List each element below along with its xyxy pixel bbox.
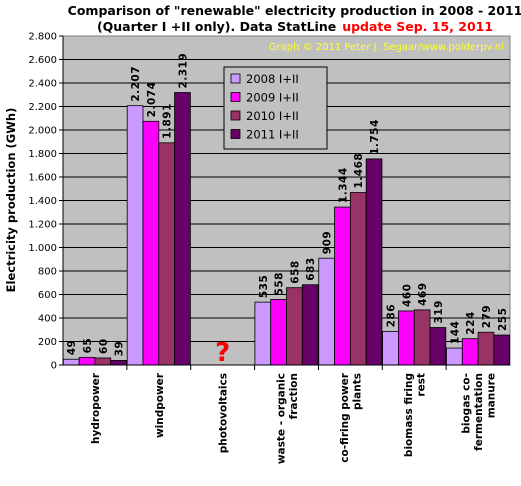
bar — [158, 142, 175, 366]
data-label: 460 — [401, 284, 413, 307]
bar — [349, 192, 367, 366]
axes: 0 200 400 600 800 1.000 1.200 1.400 1.600 1.800 2.… — [28, 32, 510, 372]
category-label: rest — [415, 373, 427, 397]
bar — [413, 309, 431, 366]
data-label: 49 — [66, 340, 78, 356]
data-label: 65 — [82, 338, 94, 354]
bar — [382, 330, 399, 366]
data-label: 255 — [497, 308, 509, 331]
category-label: fraction — [288, 373, 300, 419]
legend-swatch — [230, 73, 241, 84]
legend-label: 2008 I+II — [246, 72, 299, 86]
category-label: manure — [486, 373, 498, 418]
legend-label: 2009 I+II — [246, 91, 299, 105]
legend-box — [223, 66, 328, 150]
category-label: biogas co- — [461, 373, 473, 434]
bar — [270, 299, 287, 366]
data-label: 909 — [322, 231, 334, 254]
y-tick-label: 2.800 — [28, 32, 57, 43]
data-label: 319 — [433, 300, 445, 323]
y-tick-label: 2.200 — [28, 102, 57, 113]
bar — [398, 310, 415, 366]
y-tick-label: 1.200 — [28, 220, 57, 231]
bar — [174, 92, 191, 366]
y-tick-label: 1.000 — [28, 243, 57, 254]
y-tick-label: 1.400 — [28, 196, 57, 207]
y-tick-label: 1.600 — [28, 173, 57, 184]
y-tick-label: 400 — [38, 314, 57, 325]
y-tick-label: 2.600 — [28, 55, 57, 66]
y-tick-label: 1.800 — [28, 149, 57, 160]
data-label: 469 — [417, 282, 429, 305]
bar — [110, 360, 127, 366]
y-axis-label: Electricity production (GWh) — [4, 108, 18, 293]
bar — [334, 206, 351, 366]
legend-swatch — [230, 92, 241, 102]
data-label: 224 — [465, 311, 477, 334]
data-label: 286 — [386, 304, 398, 327]
bar — [461, 338, 479, 366]
legend-label: 2011 I+II — [246, 128, 299, 142]
category-label: hydropower — [90, 372, 102, 444]
legend-label: 2010 I+II — [246, 109, 299, 123]
bars — [62, 92, 511, 366]
legend-swatch — [230, 110, 241, 121]
data-label: 60 — [98, 338, 110, 354]
bar — [429, 327, 447, 366]
bar — [318, 257, 335, 366]
bar — [286, 287, 303, 366]
bar — [142, 120, 160, 366]
data-label: 2.074 — [146, 82, 158, 118]
category-label: waste - organic — [275, 373, 287, 464]
category-label: windpower — [154, 372, 166, 438]
legend: 2008 I+II 2009 I+II 2010 I+II 2011 I+II — [223, 66, 328, 150]
chart-title-update: update Sep. 15, 2011 — [342, 19, 493, 34]
bar — [365, 158, 383, 366]
chart-title-source: (Quarter I +II only). Data StatLine — [97, 19, 336, 34]
data-label: 279 — [481, 305, 493, 328]
category-label: photovoltaics — [218, 373, 230, 453]
category-label: fermentation — [473, 373, 485, 451]
data-label: 2.319 — [177, 53, 189, 89]
y-tick-label: 200 — [38, 337, 57, 348]
bar — [126, 105, 144, 366]
data-label: 144 — [449, 321, 461, 344]
data-label: 535 — [258, 275, 270, 298]
y-tick-label: 0 — [51, 361, 57, 372]
category-label: plants — [352, 373, 364, 410]
bar — [78, 356, 96, 366]
chart-credit: Graph © 2011 Peter J. Segaar/www.polderp… — [269, 42, 504, 53]
data-label: 2.207 — [130, 66, 142, 102]
bar — [493, 334, 511, 366]
bar — [301, 284, 319, 366]
data-label: 1.468 — [353, 153, 365, 189]
bar — [254, 301, 272, 366]
category-label: co-firing power — [339, 372, 351, 463]
data-label: 39 — [114, 341, 126, 357]
bar — [62, 358, 80, 366]
missing-data-marker: ? — [215, 338, 230, 368]
data-label: 1.344 — [337, 167, 349, 203]
chart-title-line2: (Quarter I +II only). Data StatLine updat… — [97, 19, 493, 34]
bar — [94, 357, 112, 366]
data-label: 1.891 — [162, 103, 174, 139]
data-label: 683 — [305, 257, 317, 280]
bar — [446, 347, 463, 366]
y-tick-label: 600 — [38, 290, 57, 301]
y-tick-label: 800 — [38, 267, 57, 278]
data-label: 658 — [289, 260, 301, 283]
category-label: biomass firing — [403, 373, 415, 457]
data-label: 1.754 — [369, 119, 381, 155]
bar — [477, 331, 495, 366]
legend-swatch — [230, 129, 241, 139]
data-label: 558 — [274, 272, 286, 295]
y-tick-label: 2.000 — [28, 126, 57, 137]
chart-title-line1: Comparison of "renewable" electricity pr… — [68, 3, 521, 18]
y-tick-label: 2.400 — [28, 79, 57, 90]
category-labels: hydropower windpower photovoltaics waste - … — [90, 372, 498, 464]
